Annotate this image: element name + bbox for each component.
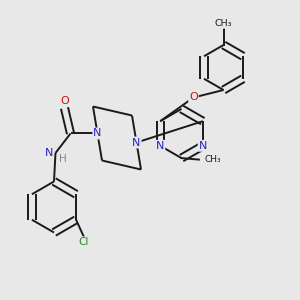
Text: Cl: Cl: [78, 237, 89, 247]
Text: O: O: [189, 92, 198, 103]
Text: CH₃: CH₃: [215, 19, 232, 28]
Text: N: N: [199, 141, 207, 151]
Text: H: H: [59, 154, 67, 164]
Text: O: O: [60, 95, 69, 106]
Text: N: N: [45, 148, 53, 158]
Text: N: N: [156, 141, 164, 151]
Text: N: N: [93, 128, 102, 139]
Text: CH₃: CH₃: [205, 155, 221, 164]
Text: N: N: [132, 137, 141, 148]
